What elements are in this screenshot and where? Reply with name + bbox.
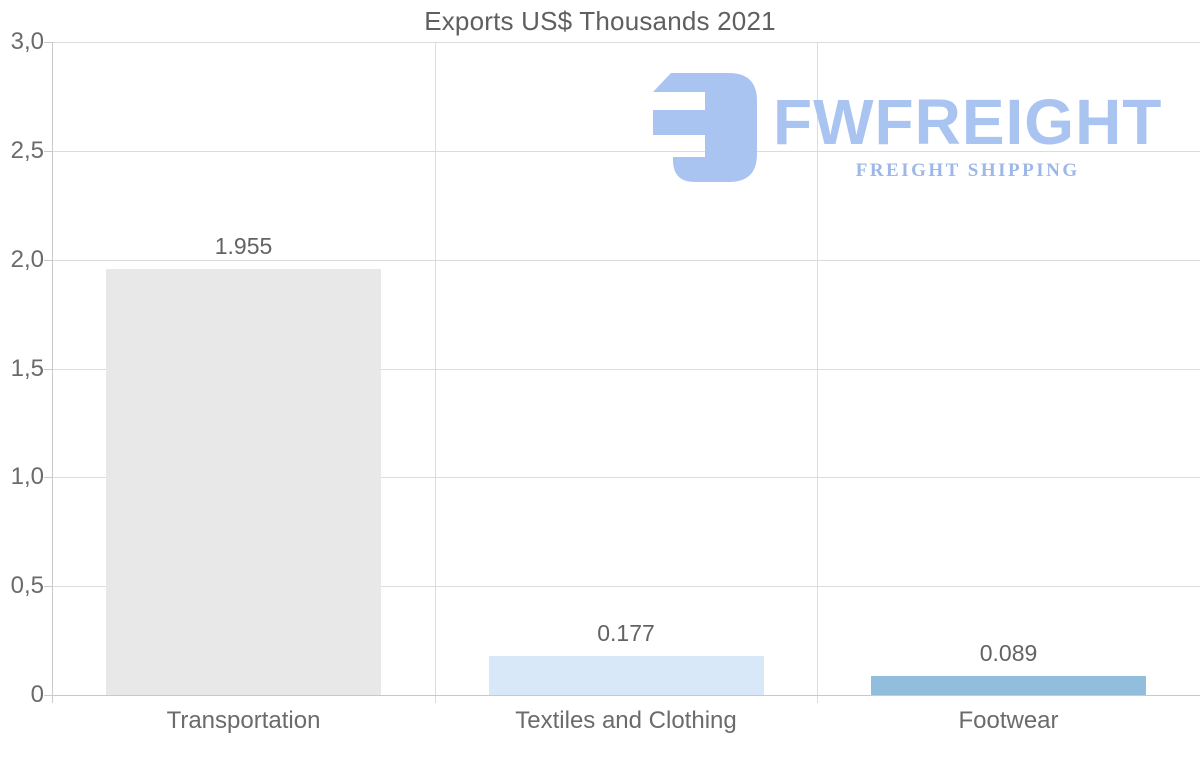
y-tick — [44, 586, 52, 587]
bar-footwear — [871, 676, 1146, 695]
y-tick-label: 2,0 — [10, 246, 44, 273]
logo-tagline: FREIGHT SHIPPING — [855, 160, 1080, 181]
y-gridline — [52, 369, 1200, 370]
bar-value-label-transportation: 1.955 — [214, 233, 273, 259]
y-gridline — [52, 42, 1200, 43]
watermark-logo: FWFREIGHT FREIGHT SHIPPING — [653, 66, 1162, 182]
category-separator-gridline — [817, 42, 818, 703]
y-tick — [44, 477, 52, 478]
y-tick-label: 0 — [30, 681, 44, 708]
y-tick-label: 2,5 — [10, 137, 44, 164]
y-tick — [44, 151, 52, 152]
y-axis-line — [52, 42, 53, 703]
category-separator-gridline — [435, 42, 436, 703]
y-tick-label: 1,5 — [10, 355, 44, 382]
bar-textiles-and-clothing — [488, 656, 764, 695]
y-tick-label: 1,0 — [10, 463, 44, 490]
chart-title: Exports US$ Thousands 2021 — [424, 6, 776, 36]
logo-mark-icon — [653, 73, 757, 182]
bar-transportation — [106, 269, 381, 695]
y-tick — [44, 42, 52, 43]
y-tick — [44, 260, 52, 261]
x-axis-line — [44, 695, 1200, 696]
bar-value-label-textiles-and-clothing: 0.177 — [597, 620, 655, 646]
y-gridline — [52, 260, 1200, 261]
category-label-transportation: Transportation — [166, 707, 321, 734]
y-tick-label: 0,5 — [10, 572, 44, 599]
logo-name: FWFREIGHT — [773, 86, 1163, 158]
y-gridline — [52, 151, 1200, 152]
y-tick-label: 3,0 — [10, 28, 44, 55]
bar-value-label-footwear: 0.089 — [979, 640, 1038, 666]
logo-textblock: FWFREIGHT FREIGHT SHIPPING — [773, 66, 1162, 182]
y-gridline — [52, 477, 1200, 478]
y-gridline — [52, 586, 1200, 587]
y-tick — [44, 369, 52, 370]
category-label-footwear: Footwear — [958, 707, 1059, 734]
category-label-textiles-and-clothing: Textiles and Clothing — [515, 707, 737, 734]
